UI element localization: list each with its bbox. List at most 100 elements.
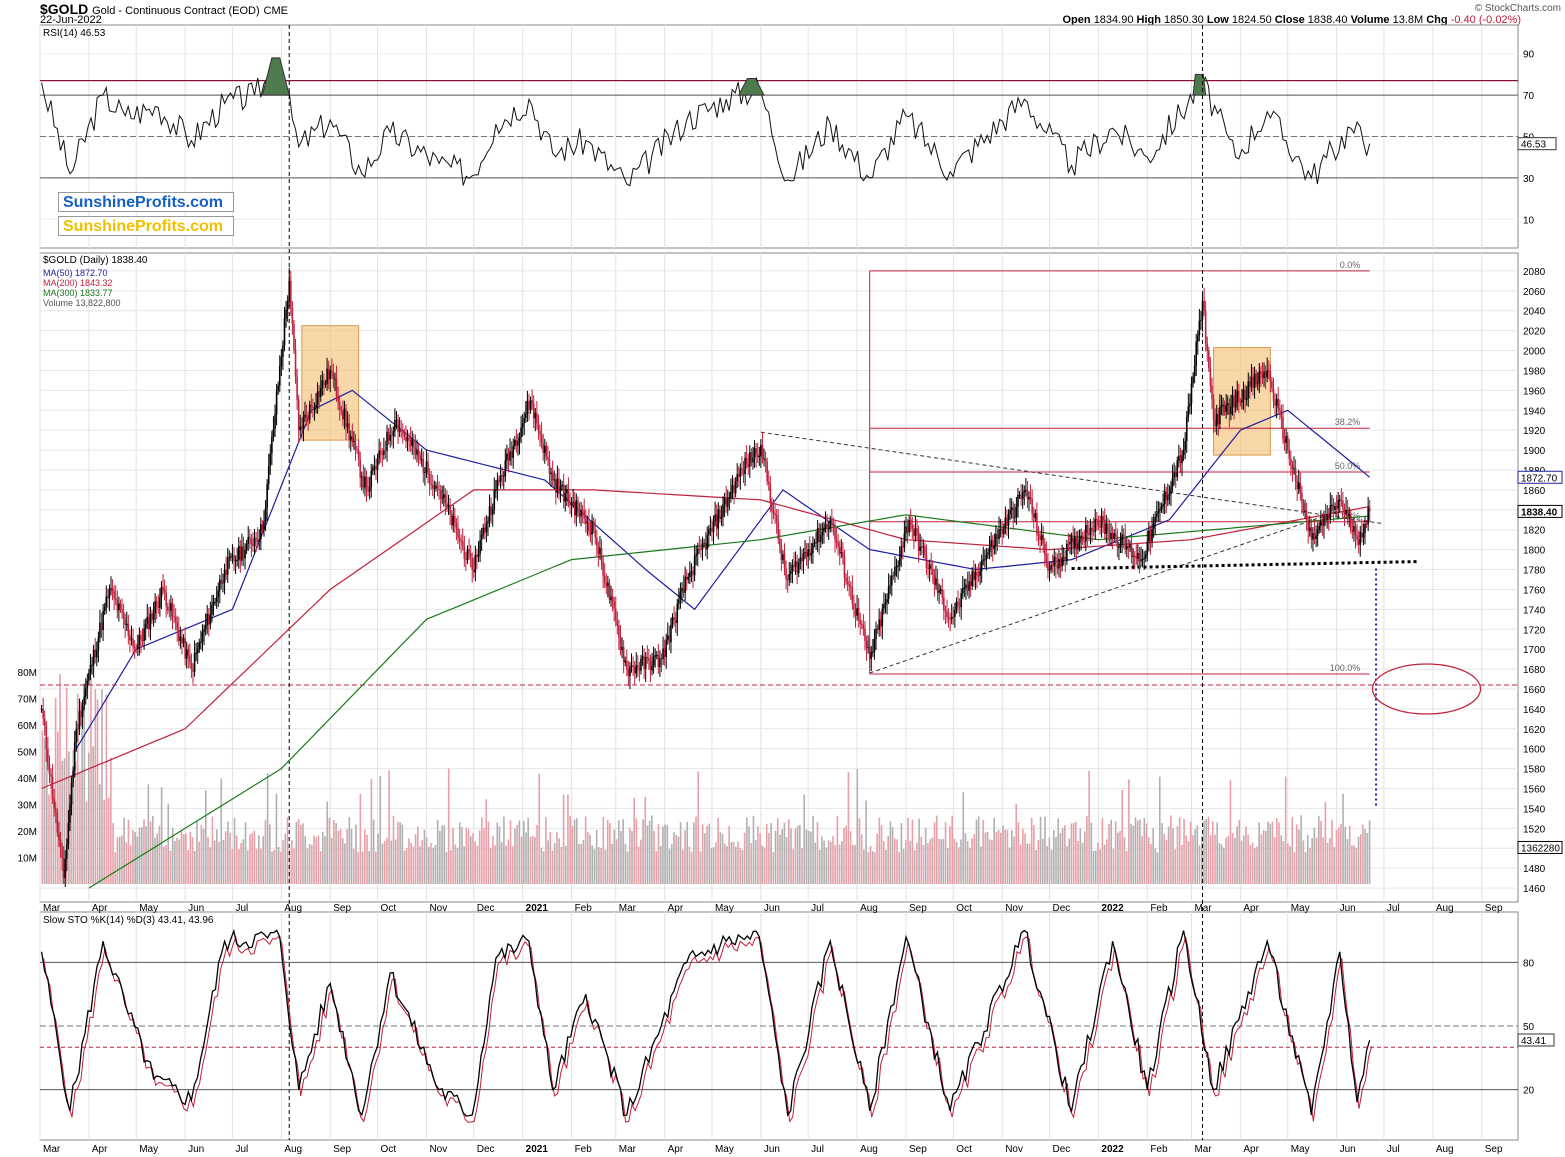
price-candle-body [742, 469, 745, 475]
volume-bar [403, 850, 406, 884]
volume-bar [1097, 842, 1099, 884]
price-candle-body [518, 437, 521, 442]
price-candle-body [917, 531, 920, 551]
volume-bar [461, 827, 463, 884]
volume-tick-label: 50M [18, 748, 37, 759]
price-candle-body [1157, 510, 1160, 514]
x-tick-label: May [1291, 903, 1310, 914]
volume-bar [233, 818, 236, 884]
price-candle-body [897, 565, 899, 567]
x-tick-label: May [139, 903, 158, 914]
price-candle-body [431, 484, 434, 489]
volume-bar [423, 829, 426, 884]
volume-bar [200, 825, 203, 884]
price-candle-body [876, 628, 879, 630]
price-candle-body [354, 441, 357, 450]
price-candle-body [1190, 383, 1193, 404]
volume-bar [573, 819, 576, 884]
chg-value: -0.40 (-0.02%) [1450, 14, 1521, 26]
price-candle-body [375, 466, 377, 471]
volume-bar [589, 834, 591, 884]
price-candle-body [542, 443, 544, 453]
price-right-label: 1838.40 [1521, 507, 1558, 518]
price-candle-body [551, 472, 554, 480]
low-value: 1824.50 [1231, 14, 1272, 26]
price-candle-body [225, 569, 227, 576]
price-candle-body [1354, 526, 1357, 536]
price-candle-body [294, 349, 297, 377]
volume-tick-label: 80M [18, 668, 37, 679]
volume-bar [489, 847, 492, 884]
price-candle-body [499, 475, 502, 482]
volume-bar [1368, 820, 1371, 884]
price-tick-label: 1720 [1523, 625, 1546, 636]
price-candle-body [881, 608, 884, 627]
volume-bar [507, 839, 510, 884]
volume-bar [419, 846, 421, 884]
price-candle-body [679, 591, 682, 600]
price-candle-body [996, 534, 999, 540]
x-tick-label: Apr [1243, 903, 1259, 914]
volume-bar [366, 834, 368, 884]
volume-bar [913, 850, 916, 884]
sto-last-label: 43.41 [1521, 1036, 1546, 1047]
price-candle-body [403, 432, 406, 437]
volume-bar [1088, 770, 1090, 884]
sto-tick-label: 50 [1523, 1022, 1535, 1033]
price-tick-label: 1520 [1523, 824, 1546, 835]
volume-bar [386, 837, 388, 884]
volume-bar [697, 771, 700, 884]
price-candle-body [460, 540, 462, 542]
price-candle-body [1029, 497, 1032, 500]
price-candle-body [1290, 458, 1292, 466]
volume-bar [185, 833, 187, 884]
price-candle-body [1159, 508, 1161, 511]
volume-bar [487, 821, 490, 884]
volume-bar [922, 845, 925, 884]
volume-bar [651, 815, 653, 884]
price-candle-body [985, 554, 988, 560]
price-candle-body [146, 616, 149, 625]
price-candle-body [1340, 499, 1343, 501]
price-candle-body [469, 553, 472, 558]
price-candle-body [97, 637, 100, 651]
price-candle-body [1148, 530, 1150, 542]
price-candle-body [498, 479, 500, 482]
volume-bar [792, 849, 795, 884]
volume-bar [1117, 832, 1119, 884]
volume-bar [684, 830, 686, 884]
volume-bar [898, 851, 901, 884]
price-candle-body [446, 503, 448, 508]
price-candle-body [649, 660, 652, 671]
price-right-label: 1362280 [1521, 843, 1560, 854]
price-candle-body [1031, 499, 1033, 514]
price-candle-body [652, 656, 655, 666]
price-candle-body [367, 489, 369, 492]
price-candle-body [130, 638, 133, 641]
price-candle-body [447, 504, 450, 508]
price-tick-label: 1940 [1523, 406, 1546, 417]
price-candle-body [48, 764, 51, 775]
volume-bar [567, 794, 569, 884]
volume-bar [958, 847, 960, 884]
price-candle-body [946, 611, 948, 618]
price-candle-body [263, 521, 265, 530]
price-candle-body [766, 461, 768, 482]
price-candle-body [1297, 482, 1300, 490]
price-candle-body [1187, 406, 1190, 418]
price-candle-body [135, 647, 138, 650]
price-candle-body [379, 450, 382, 454]
price-candle-body [589, 531, 592, 535]
price-candle-body [774, 513, 776, 516]
price-candle-body [725, 497, 727, 507]
volume-bar [969, 847, 971, 884]
price-candle-body [512, 445, 515, 458]
volume-bar [1209, 834, 1212, 884]
price-candle-body [1103, 520, 1106, 534]
price-candle-body [543, 445, 546, 453]
price-candle-body [884, 602, 887, 605]
price-tick-label: 1700 [1523, 645, 1546, 656]
x-tick-label: Sep [333, 1144, 351, 1155]
volume-bar [211, 816, 214, 884]
volume-bar [750, 843, 753, 884]
